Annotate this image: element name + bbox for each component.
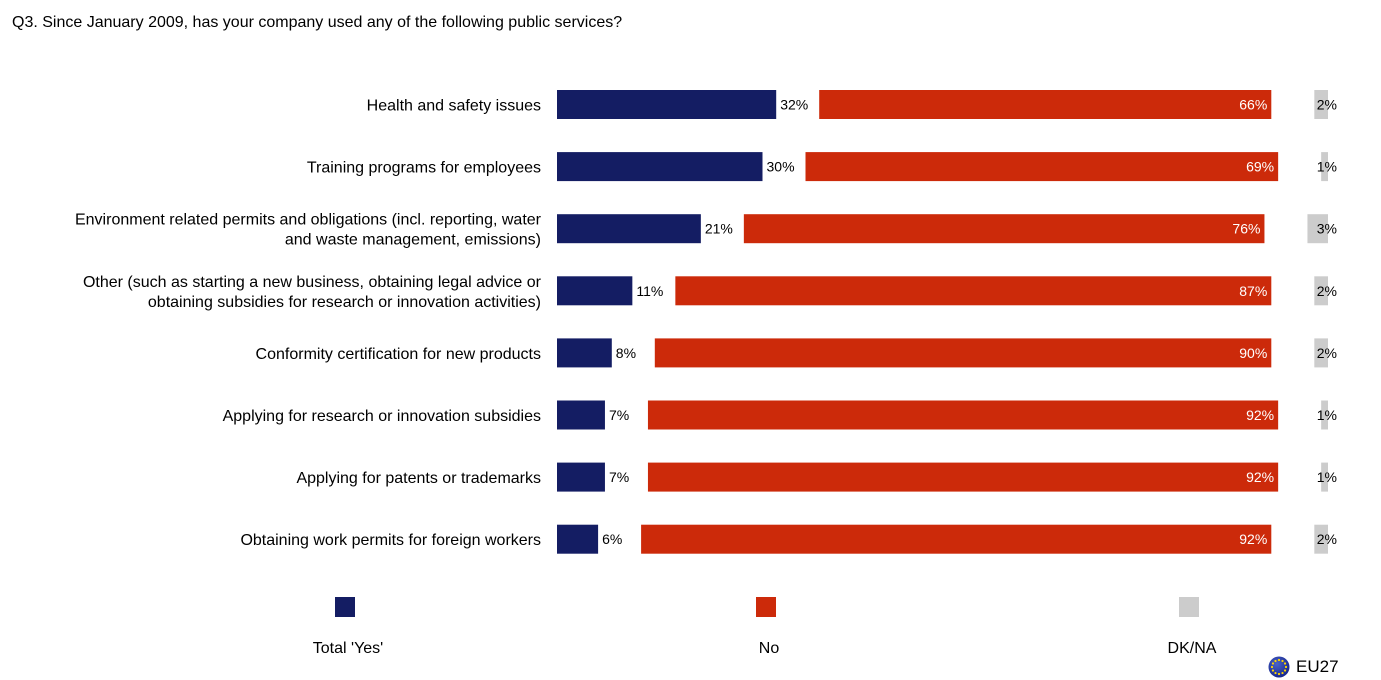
category-label: Other (such as starting a new business, … [83,274,542,311]
value-label-no: 92% [1246,469,1274,485]
value-label-no: 87% [1239,283,1267,299]
eu-flag-star [1271,669,1275,672]
bar-no [647,462,1279,492]
value-label-dkna: 2% [1317,283,1337,299]
value-label-yes: 30% [767,159,795,175]
legend-swatch-dkna [1179,597,1199,617]
value-label-no: 76% [1232,221,1260,237]
eu-flag-star [1277,658,1281,662]
bar-dkna [1321,400,1328,430]
value-label-dkna: 2% [1317,97,1337,113]
bar-dkna [1307,214,1328,244]
category-label: Obtaining work permits for foreign worke… [240,532,541,549]
bar-yes [557,524,599,554]
bar-yes [557,152,763,182]
value-label-no: 69% [1246,159,1274,175]
bar-yes [557,276,633,306]
bar-no [805,152,1279,182]
bar-dkna [1321,152,1328,182]
value-label-dkna: 1% [1317,469,1337,485]
bar-no [743,214,1265,244]
value-label-no: 92% [1239,531,1267,547]
value-label-dkna: 1% [1317,159,1337,175]
eu-flag-star [1274,671,1277,675]
legend-label-yes: Total 'Yes' [312,640,384,657]
eu-flag-star [1271,662,1275,665]
bar-yes [557,400,605,430]
bar-no [654,338,1272,368]
category-label: Health and safety issues [367,98,541,115]
value-label-yes: 7% [609,469,629,485]
bar-dkna [1314,338,1328,368]
category-label: Training programs for employees [307,160,541,177]
category-label: Environment related permits and obligati… [75,212,542,249]
eu-flag-star [1284,665,1288,669]
bar-yes [557,338,612,368]
value-label-no: 92% [1246,407,1274,423]
bar-chart: Health and safety issues 32% 66% 2% Training… [75,90,1337,554]
category-label: Applying for patents or trademarks [296,470,541,487]
legend-label-dkna: DK/NA [1167,640,1217,657]
eu-flag-star [1281,659,1284,663]
chart-title: Q3. Since January 2009, has your company… [12,14,623,31]
value-label-dkna: 2% [1317,531,1337,547]
eu-flag-star [1274,659,1277,663]
value-label-dkna: 1% [1317,407,1337,423]
bar-dkna [1314,276,1328,306]
value-label-yes: 32% [780,97,808,113]
value-label-dkna: 2% [1317,345,1337,361]
eu-flag-star [1283,669,1287,672]
legend-label-no: No [758,640,780,657]
value-label-no: 66% [1239,97,1267,113]
bar-dkna [1321,462,1328,492]
eu-flag-star [1283,662,1287,665]
bar-yes [557,462,605,492]
value-label-yes: 21% [705,221,733,237]
legend-swatch-yes [335,597,355,617]
value-label-yes: 8% [616,345,636,361]
bar-no [819,90,1272,119]
value-label-no: 90% [1239,345,1267,361]
bar-no [647,400,1279,430]
bar-dkna [1314,524,1328,554]
bar-yes [557,214,701,244]
eu-flag-star [1281,671,1284,675]
value-label-yes: 11% [636,283,663,299]
category-label: Applying for research or innovation subs… [223,408,541,425]
value-label-yes: 7% [609,407,629,423]
eu-flag-star [1277,672,1281,676]
eu27-badge: EU27 [1268,656,1339,678]
bar-yes [557,90,777,119]
eu-flag-star [1270,665,1274,669]
bar-no [641,524,1272,554]
category-label: Conformity certification for new product… [256,346,541,363]
value-label-dkna: 3% [1317,221,1337,237]
value-label-yes: 6% [602,531,622,547]
eu27-label: EU27 [1296,657,1339,676]
eu-flag-icon [1268,656,1290,678]
bar-dkna [1314,90,1328,119]
legend-swatch-no [756,597,776,617]
bar-no [675,276,1272,306]
